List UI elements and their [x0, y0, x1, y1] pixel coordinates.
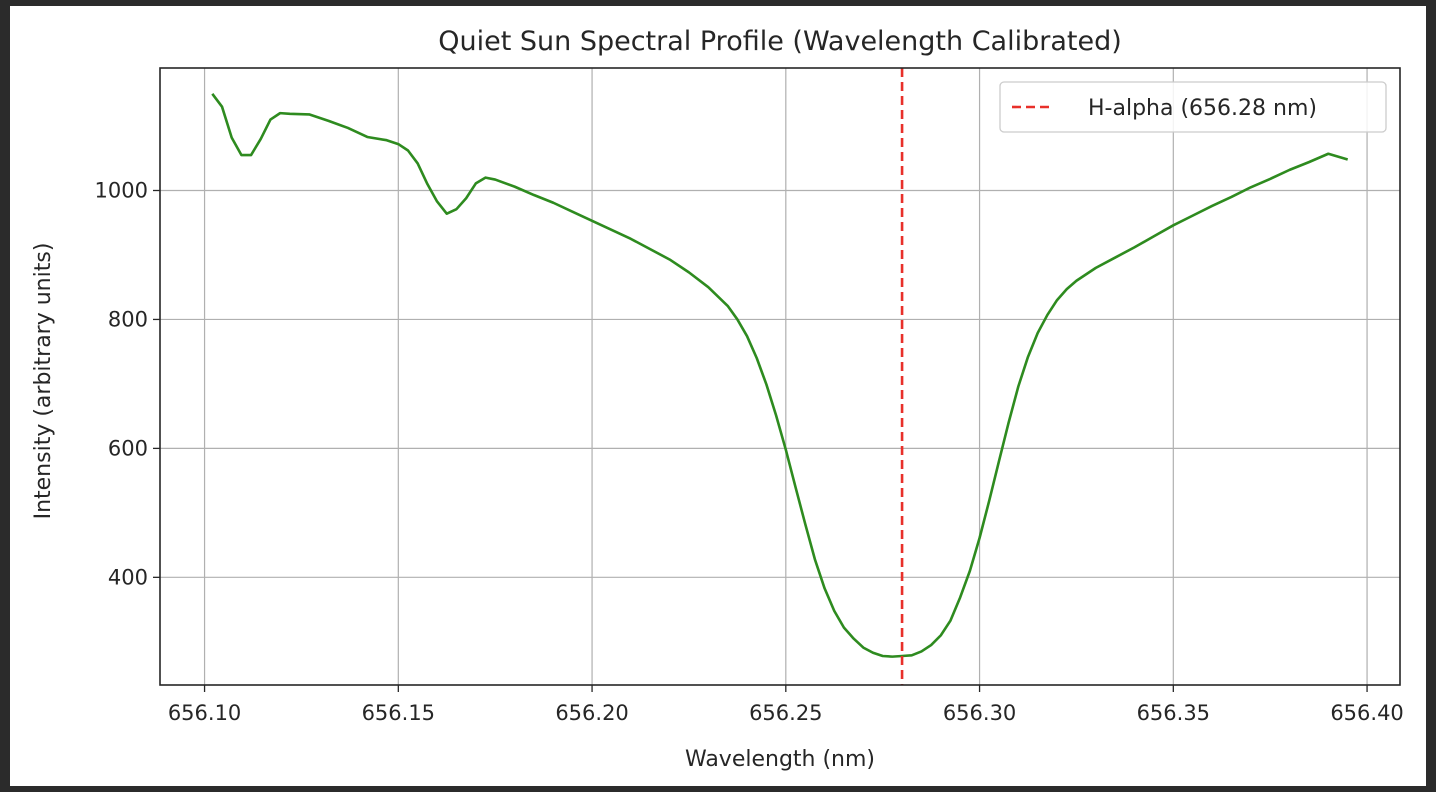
x-tick-label: 656.25 — [749, 701, 822, 725]
grid — [160, 68, 1400, 685]
x-tick-label: 656.30 — [943, 701, 1016, 725]
x-tick-label: 656.20 — [555, 701, 628, 725]
y-axis-title: Intensity (arbitrary units) — [31, 243, 56, 520]
spectral-profile-line — [211, 93, 1349, 658]
plot-frame — [159, 67, 1401, 686]
x-tick-label: 656.40 — [1330, 701, 1403, 725]
legend: H-alpha (656.28 nm) — [999, 81, 1387, 133]
x-axis-title: Wavelength (nm) — [685, 747, 875, 772]
series-layer — [211, 68, 1349, 685]
y-tick-label: 1000 — [95, 178, 148, 202]
x-tick-label: 656.35 — [1137, 701, 1210, 725]
spectral-profile-chart: Quiet Sun Spectral Profile (Wavelength C… — [31, 26, 1404, 772]
chart-title: Quiet Sun Spectral Profile (Wavelength C… — [438, 26, 1122, 57]
y-tick-label: 400 — [108, 565, 148, 589]
x-axis: 656.10 656.15 656.20 656.25 656.30 656.35 656.… — [168, 685, 1404, 725]
x-tick-label: 656.10 — [168, 701, 241, 725]
y-axis: 400 600 800 1000 — [95, 178, 160, 589]
legend-box — [999, 81, 1387, 133]
y-tick-label: 800 — [108, 307, 148, 331]
legend-label-h-alpha: H-alpha (656.28 nm) — [1088, 96, 1317, 121]
y-tick-label: 600 — [108, 436, 148, 460]
x-tick-label: 656.15 — [362, 701, 435, 725]
figure: Quiet Sun Spectral Profile (Wavelength C… — [10, 6, 1426, 786]
